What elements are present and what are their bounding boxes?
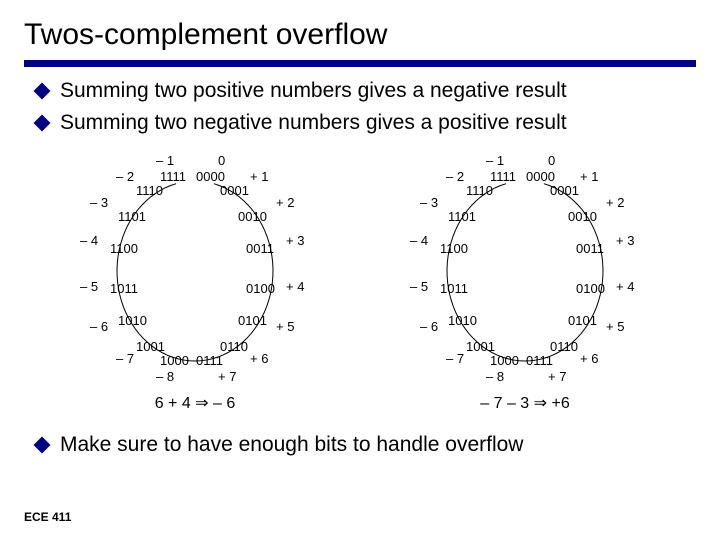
decimal-label: + 5: [276, 319, 294, 334]
decimal-label: + 2: [606, 195, 624, 210]
decimal-label: + 6: [250, 351, 268, 366]
diamond-icon: [34, 115, 51, 132]
decimal-label: + 1: [580, 169, 598, 184]
decimal-label: 0: [218, 153, 225, 168]
decimal-label: – 8: [156, 369, 174, 384]
binary-label: 0011: [576, 241, 604, 256]
decimal-label: – 2: [446, 169, 464, 184]
decimal-label: – 7: [446, 351, 464, 366]
bullet-text: Summing two positive numbers gives a neg…: [60, 79, 567, 103]
decimal-label: + 4: [616, 279, 634, 294]
binary-label: 1001: [136, 339, 165, 354]
decimal-label: – 5: [80, 279, 98, 294]
decimal-label: – 4: [410, 233, 428, 248]
binary-label: 0101: [238, 313, 267, 328]
decimal-label: + 7: [548, 369, 566, 384]
binary-label: 1110: [466, 183, 493, 198]
binary-label: 0000: [196, 169, 225, 184]
binary-label: 0100: [576, 281, 605, 296]
binary-label: 0101: [568, 313, 597, 328]
wheel-left: 0000000100100011010001010110011110001001…: [60, 141, 330, 421]
binary-label: 1100: [110, 241, 138, 256]
decimal-label: + 6: [580, 351, 598, 366]
bullet-list: Summing two positive numbers gives a neg…: [0, 79, 720, 135]
binary-label: 0000: [526, 169, 555, 184]
wheel-caption: – 7 – 3 ⇒ +6: [390, 393, 660, 413]
bullet-text: Summing two negative numbers gives a pos…: [60, 111, 567, 135]
decimal-label: + 5: [606, 319, 624, 334]
binary-label: 1100: [440, 241, 468, 256]
decimal-label: – 4: [80, 233, 98, 248]
horizontal-rule: [24, 60, 696, 67]
decimal-label: – 8: [486, 369, 504, 384]
decimal-label: + 7: [218, 369, 236, 384]
binary-label: 0110: [550, 339, 578, 354]
binary-label: 1111: [160, 169, 186, 184]
binary-label: 0010: [568, 209, 597, 224]
decimal-label: – 1: [486, 153, 504, 168]
decimal-label: – 3: [420, 195, 438, 210]
binary-label: 0110: [220, 339, 248, 354]
wheel-caption: 6 + 4 ⇒ – 6: [60, 393, 330, 413]
bullet-list-bottom: Make sure to have enough bits to handle …: [0, 433, 720, 457]
binary-label: 0001: [550, 183, 579, 198]
binary-label: 1101: [118, 209, 146, 224]
decimal-label: – 2: [116, 169, 134, 184]
binary-label: 0011: [246, 241, 274, 256]
decimal-label: + 2: [276, 195, 294, 210]
binary-label: 1000: [160, 353, 189, 368]
binary-label: 1101: [448, 209, 476, 224]
wheel-ellipse: [390, 141, 660, 381]
binary-label: 1000: [490, 353, 519, 368]
bullet-item: Summing two positive numbers gives a neg…: [36, 79, 720, 103]
decimal-label: 0: [548, 153, 555, 168]
wheel-right: 0000000100100011010001010110011110001001…: [390, 141, 660, 421]
bullet-text: Make sure to have enough bits to handle …: [60, 433, 523, 457]
decimal-label: – 5: [410, 279, 428, 294]
binary-label: 0111: [526, 353, 553, 368]
binary-label: 0111: [196, 353, 223, 368]
binary-label: 0010: [238, 209, 267, 224]
decimal-label: + 4: [286, 279, 304, 294]
decimal-label: – 6: [420, 319, 438, 334]
binary-label: 1111: [490, 169, 516, 184]
decimal-label: – 7: [116, 351, 134, 366]
footer-label: ECE 411: [24, 510, 71, 524]
binary-label: 1011: [110, 281, 138, 296]
decimal-label: – 1: [156, 153, 174, 168]
decimal-label: – 3: [90, 195, 108, 210]
binary-label: 1010: [118, 313, 147, 328]
binary-label: 0100: [246, 281, 275, 296]
wheels-container: 0000000100100011010001010110011110001001…: [0, 141, 720, 421]
decimal-label: + 3: [286, 233, 304, 248]
binary-label: 1010: [448, 313, 477, 328]
binary-label: 1110: [136, 183, 163, 198]
page-title: Twos-complement overflow: [0, 0, 720, 56]
binary-label: 1011: [440, 281, 468, 296]
bullet-item: Summing two negative numbers gives a pos…: [36, 111, 720, 135]
diamond-icon: [34, 83, 51, 100]
diamond-icon: [34, 437, 51, 454]
decimal-label: + 3: [616, 233, 634, 248]
binary-label: 0001: [220, 183, 249, 198]
bullet-item: Make sure to have enough bits to handle …: [36, 433, 720, 457]
decimal-label: – 6: [90, 319, 108, 334]
binary-label: 1001: [466, 339, 495, 354]
decimal-label: + 1: [250, 169, 268, 184]
wheel-ellipse: [60, 141, 330, 381]
